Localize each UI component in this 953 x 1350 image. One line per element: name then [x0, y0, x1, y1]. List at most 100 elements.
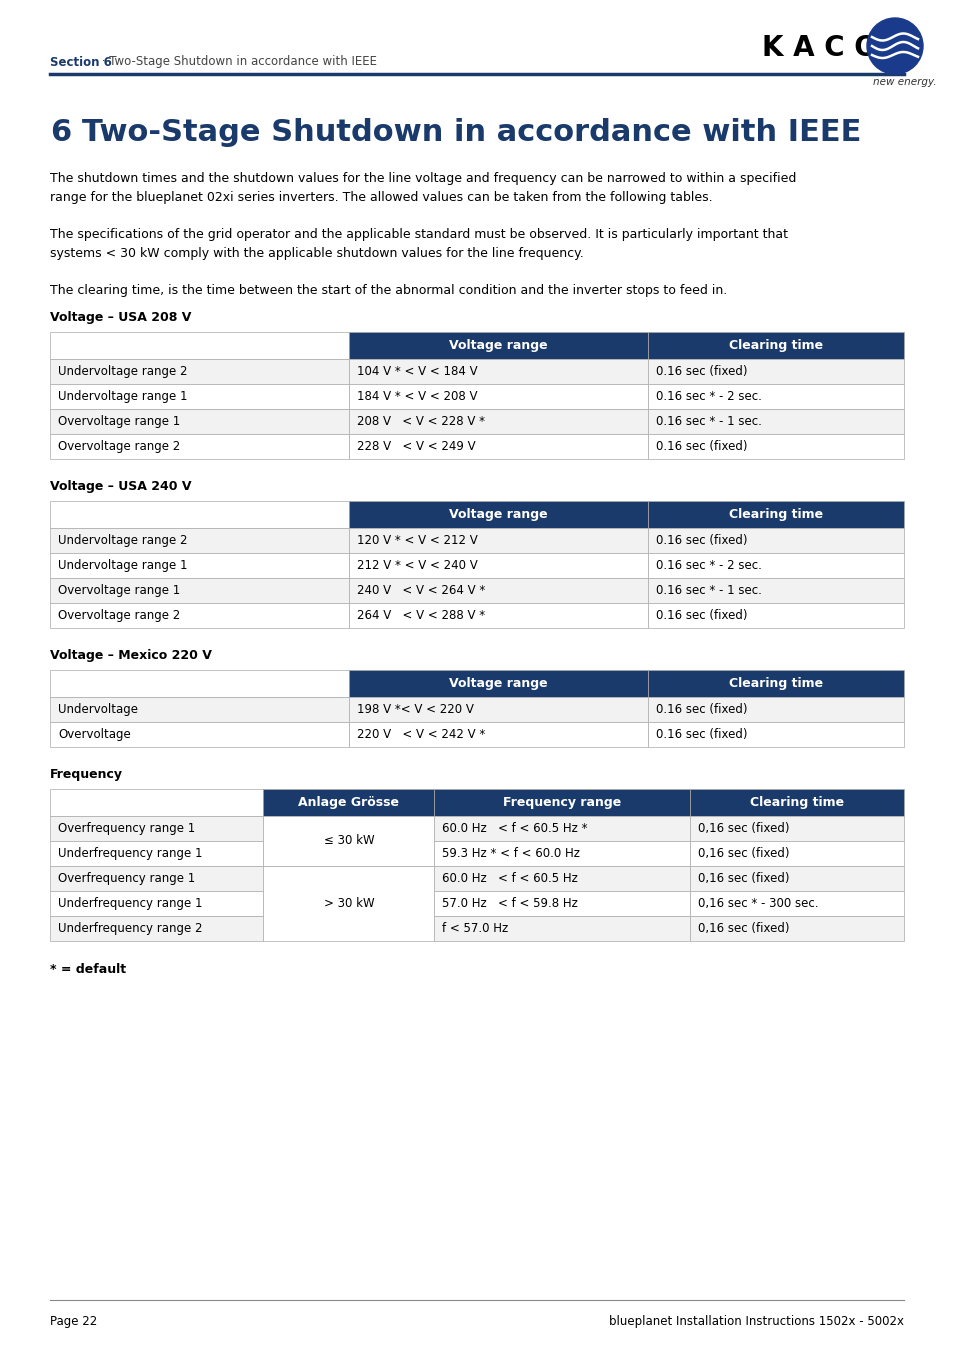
Bar: [349, 528, 647, 554]
Bar: [647, 697, 903, 722]
Text: Clearing time: Clearing time: [728, 508, 822, 521]
Text: Overvoltage range 2: Overvoltage range 2: [58, 609, 180, 622]
Bar: [647, 670, 903, 697]
Text: Voltage – USA 240 V: Voltage – USA 240 V: [50, 481, 192, 493]
Text: Undervoltage range 2: Undervoltage range 2: [58, 535, 188, 547]
Text: 0.16 sec (fixed): 0.16 sec (fixed): [655, 535, 746, 547]
Text: f < 57.0 Hz: f < 57.0 Hz: [442, 922, 508, 936]
Text: 184 V * < V < 208 V: 184 V * < V < 208 V: [356, 390, 476, 404]
Bar: [50, 788, 263, 815]
Bar: [50, 383, 349, 409]
Bar: [647, 409, 903, 433]
Text: Anlage Grösse: Anlage Grösse: [298, 796, 399, 809]
Text: Overvoltage range 1: Overvoltage range 1: [58, 414, 180, 428]
Circle shape: [866, 18, 923, 74]
Text: Frequency range: Frequency range: [503, 796, 620, 809]
Text: Voltage range: Voltage range: [449, 508, 547, 521]
Bar: [434, 917, 690, 941]
Text: Voltage range: Voltage range: [449, 339, 547, 352]
Text: Voltage range: Voltage range: [449, 676, 547, 690]
Bar: [50, 603, 349, 628]
Text: * = default: * = default: [50, 963, 126, 976]
Bar: [50, 697, 349, 722]
Text: Frequency: Frequency: [50, 768, 123, 782]
Bar: [50, 359, 349, 383]
Text: 0.16 sec (fixed): 0.16 sec (fixed): [655, 728, 746, 741]
Bar: [434, 841, 690, 865]
Bar: [349, 554, 647, 578]
Text: 208 V   < V < 228 V *: 208 V < V < 228 V *: [356, 414, 484, 428]
Text: The clearing time, is the time between the start of the abnormal condition and t: The clearing time, is the time between t…: [50, 284, 726, 297]
Bar: [647, 433, 903, 459]
Text: 220 V   < V < 242 V *: 220 V < V < 242 V *: [356, 728, 485, 741]
Text: 0.16 sec (fixed): 0.16 sec (fixed): [655, 703, 746, 716]
Bar: [349, 383, 647, 409]
Bar: [647, 332, 903, 359]
Bar: [647, 554, 903, 578]
Bar: [50, 841, 263, 865]
Text: Page 22: Page 22: [50, 1315, 97, 1328]
Text: 0.16 sec (fixed): 0.16 sec (fixed): [655, 609, 746, 622]
Text: 104 V * < V < 184 V: 104 V * < V < 184 V: [356, 364, 477, 378]
Text: 240 V   < V < 264 V *: 240 V < V < 264 V *: [356, 585, 485, 597]
Bar: [349, 501, 647, 528]
Text: Undervoltage range 2: Undervoltage range 2: [58, 364, 188, 378]
Bar: [647, 359, 903, 383]
Text: 0.16 sec * - 1 sec.: 0.16 sec * - 1 sec.: [655, 414, 760, 428]
Text: Clearing time: Clearing time: [728, 339, 822, 352]
Text: Undervoltage: Undervoltage: [58, 703, 138, 716]
Bar: [349, 409, 647, 433]
Bar: [434, 815, 690, 841]
Bar: [647, 528, 903, 554]
Text: 60.0 Hz   < f < 60.5 Hz *: 60.0 Hz < f < 60.5 Hz *: [442, 822, 587, 836]
Text: Underfrequency range 1: Underfrequency range 1: [58, 896, 202, 910]
Bar: [50, 332, 349, 359]
Bar: [349, 670, 647, 697]
Bar: [690, 815, 903, 841]
Text: 0,16 sec (fixed): 0,16 sec (fixed): [698, 872, 789, 886]
Text: 57.0 Hz   < f < 59.8 Hz: 57.0 Hz < f < 59.8 Hz: [442, 896, 578, 910]
Text: Overfrequency range 1: Overfrequency range 1: [58, 872, 195, 886]
Bar: [50, 578, 349, 603]
Bar: [349, 359, 647, 383]
Text: blueplanet Installation Instructions 1502x - 5002x: blueplanet Installation Instructions 150…: [608, 1315, 903, 1328]
Text: 60.0 Hz   < f < 60.5 Hz: 60.0 Hz < f < 60.5 Hz: [442, 872, 578, 886]
Text: 264 V   < V < 288 V *: 264 V < V < 288 V *: [356, 609, 484, 622]
Bar: [690, 917, 903, 941]
Text: K A C O: K A C O: [761, 34, 877, 62]
Bar: [349, 332, 647, 359]
Text: new energy.: new energy.: [872, 77, 936, 86]
Bar: [50, 722, 349, 747]
Bar: [50, 501, 349, 528]
Bar: [263, 865, 434, 941]
Bar: [690, 891, 903, 917]
Bar: [50, 528, 349, 554]
Text: Undervoltage range 1: Undervoltage range 1: [58, 390, 188, 404]
Bar: [349, 722, 647, 747]
Text: 0.16 sec * - 2 sec.: 0.16 sec * - 2 sec.: [655, 390, 760, 404]
Bar: [647, 603, 903, 628]
Bar: [647, 722, 903, 747]
Bar: [690, 865, 903, 891]
Text: Voltage – Mexico 220 V: Voltage – Mexico 220 V: [50, 649, 212, 662]
Text: ≤ 30 kW: ≤ 30 kW: [323, 834, 374, 848]
Text: Clearing time: Clearing time: [728, 676, 822, 690]
Bar: [349, 433, 647, 459]
Bar: [349, 578, 647, 603]
Bar: [349, 603, 647, 628]
Bar: [349, 697, 647, 722]
Bar: [434, 865, 690, 891]
Text: 212 V * < V < 240 V: 212 V * < V < 240 V: [356, 559, 477, 572]
Text: 0.16 sec (fixed): 0.16 sec (fixed): [655, 364, 746, 378]
Text: Overvoltage range 2: Overvoltage range 2: [58, 440, 180, 454]
Text: 0,16 sec * - 300 sec.: 0,16 sec * - 300 sec.: [698, 896, 818, 910]
Text: The specifications of the grid operator and the applicable standard must be obse: The specifications of the grid operator …: [50, 228, 787, 261]
Text: Overvoltage range 1: Overvoltage range 1: [58, 585, 180, 597]
Text: 198 V *< V < 220 V: 198 V *< V < 220 V: [356, 703, 474, 716]
Bar: [690, 788, 903, 815]
Text: Overvoltage: Overvoltage: [58, 728, 131, 741]
Text: 228 V   < V < 249 V: 228 V < V < 249 V: [356, 440, 475, 454]
Bar: [50, 917, 263, 941]
Text: 6: 6: [50, 117, 71, 147]
Text: Two-Stage Shutdown in accordance with IEEE: Two-Stage Shutdown in accordance with IE…: [82, 117, 861, 147]
